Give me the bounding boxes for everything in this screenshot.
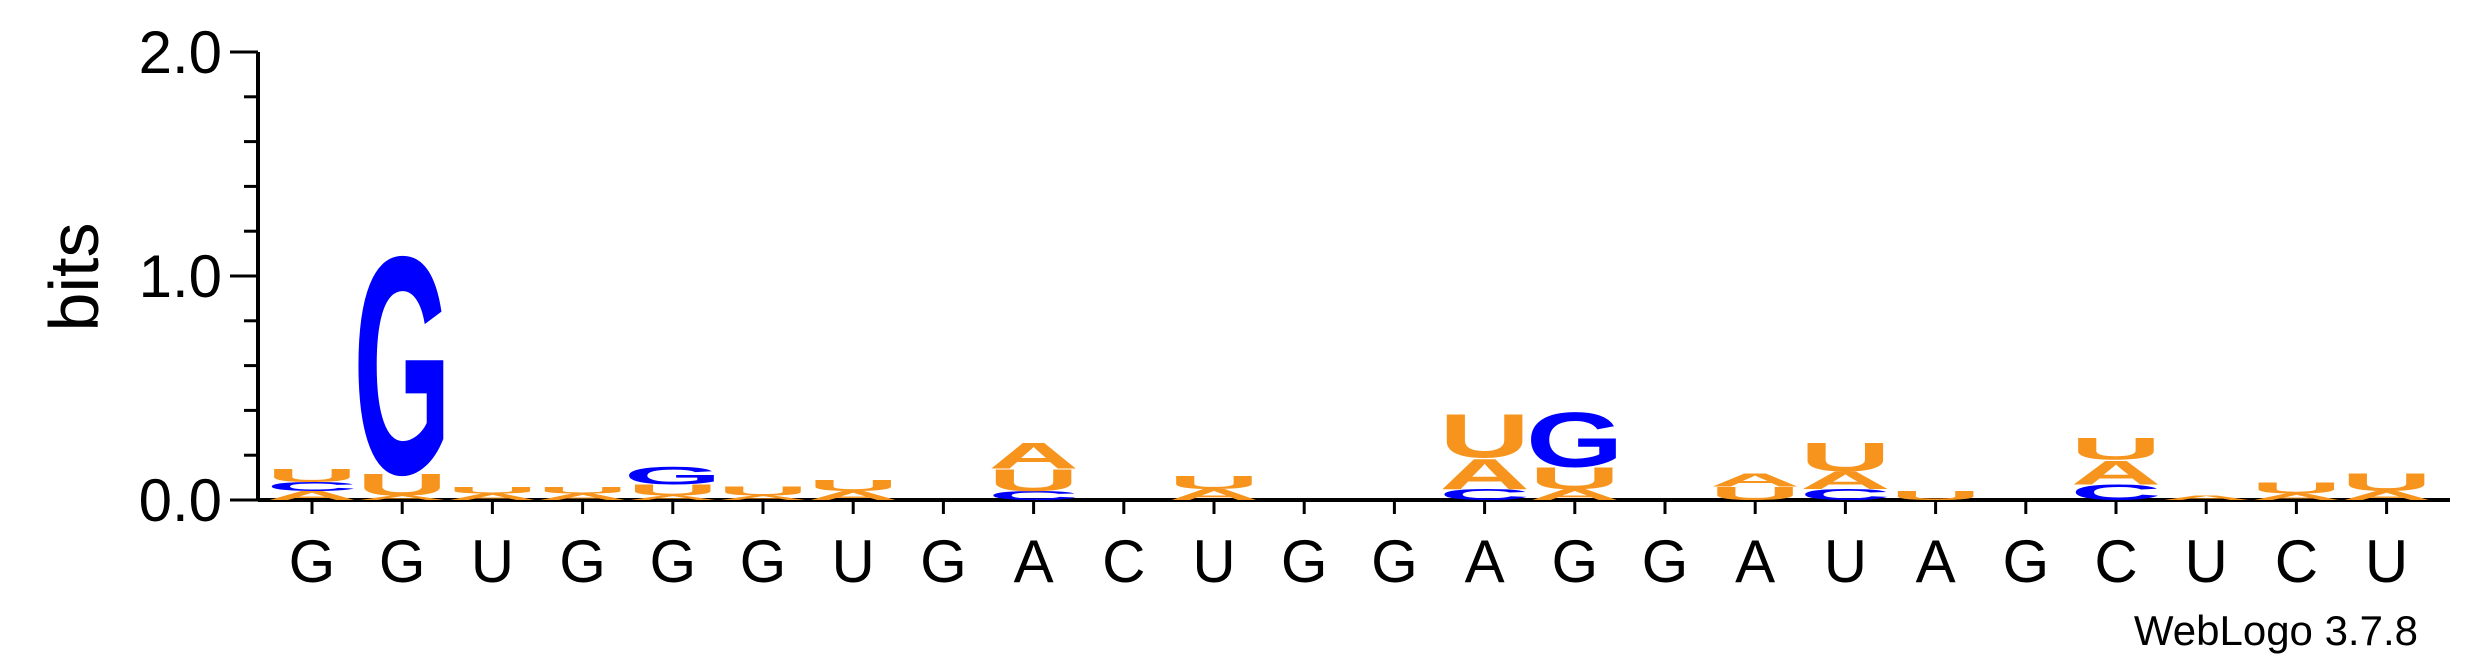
logo-glyph-u: U (1890, 489, 1981, 503)
logo-glyph-u: U (808, 477, 899, 494)
position-label: G (740, 528, 787, 595)
logo-glyph-a: A (1800, 467, 1891, 495)
position-label: G (1642, 528, 1689, 595)
position-label: A (1465, 528, 1505, 595)
logo-glyph-u: U (447, 485, 538, 495)
weblogo-credit: WebLogo 3.7.8 (2134, 607, 2418, 654)
y-ticks: 0.0 1.0 2.0 (139, 19, 258, 534)
logo-glyph-a: A (718, 494, 809, 501)
position-label: C (2275, 528, 2318, 595)
position-label: G (1371, 528, 1418, 595)
logo-glyph-g: G (1526, 396, 1624, 483)
position-label: G (920, 528, 967, 595)
position-label: G (289, 528, 336, 595)
logo-glyph-a: A (537, 492, 628, 502)
logo-glyph-u: U (2341, 469, 2432, 497)
logo-glyph-c: C (2071, 480, 2162, 504)
logo-glyph-u: U (357, 468, 448, 503)
logo-glyph-u: U (627, 481, 718, 498)
logo-glyph-c: C (1439, 486, 1530, 503)
logo-glyph-u: U (988, 463, 1079, 498)
position-label: G (559, 528, 606, 595)
position-label: G (2002, 528, 2049, 595)
logo-glyph-u: U (267, 465, 358, 486)
position-label: A (1735, 528, 1775, 595)
logo-glyph-a: A (1529, 486, 1620, 503)
logo-glyph-a: A (1439, 449, 1530, 498)
position-label: C (2094, 528, 2137, 595)
logo-glyph-c: C (988, 489, 1079, 503)
logo-glyph-g: G (624, 462, 722, 490)
position-label: U (1192, 528, 1235, 595)
logo-glyph-u: U (537, 485, 628, 495)
logo-glyph-a: A (447, 492, 538, 502)
logo-glyph-u: U (1169, 472, 1260, 493)
logo-glyph-u: U (718, 484, 809, 498)
logo-glyph-u: U (1710, 483, 1801, 504)
logo-glyph-u: U (1529, 461, 1620, 496)
logo-glyph-a: A (267, 489, 358, 503)
logo-glyph-u: U (2071, 432, 2162, 467)
logo-glyph-a: A (808, 489, 899, 503)
logo-glyph-c: C (1800, 486, 1891, 503)
logo-glyph-a: A (627, 494, 718, 501)
y-tick-label: 0.0 (139, 467, 222, 534)
position-label: G (379, 528, 426, 595)
logo-glyph-a: A (2161, 494, 2252, 501)
position-label: G (649, 528, 696, 595)
logo-glyph-a: A (988, 435, 1079, 477)
logo-glyph-a: A (1710, 470, 1801, 491)
position-label: G (1281, 528, 1328, 595)
logo-glyph-u: U (1439, 402, 1530, 472)
logo-glyph-u: U (2251, 479, 2342, 496)
position-label: U (832, 528, 875, 595)
logo-glyph-g: G (353, 193, 451, 540)
position-label: U (1824, 528, 1867, 595)
position-label: C (1102, 528, 1145, 595)
logo-glyph-a: A (1169, 486, 1260, 503)
y-axis-title: bits (35, 223, 113, 332)
position-label: A (1014, 528, 1054, 595)
logo-glyph-c: C (267, 480, 358, 494)
logo-glyph-u: U (1800, 434, 1891, 479)
position-label: U (2365, 528, 2408, 595)
logo-glyph-a: A (2071, 453, 2162, 491)
logo-glyph-a: A (2251, 492, 2342, 502)
y-tick-label: 2.0 (139, 19, 222, 86)
logo-glyph-a: A (2341, 489, 2432, 503)
logo-glyph-a: A (357, 494, 448, 501)
position-label: U (2185, 528, 2228, 595)
y-tick-label: 1.0 (139, 243, 222, 310)
position-label: U (471, 528, 514, 595)
position-label: A (1916, 528, 1956, 595)
position-label: G (1551, 528, 1598, 595)
